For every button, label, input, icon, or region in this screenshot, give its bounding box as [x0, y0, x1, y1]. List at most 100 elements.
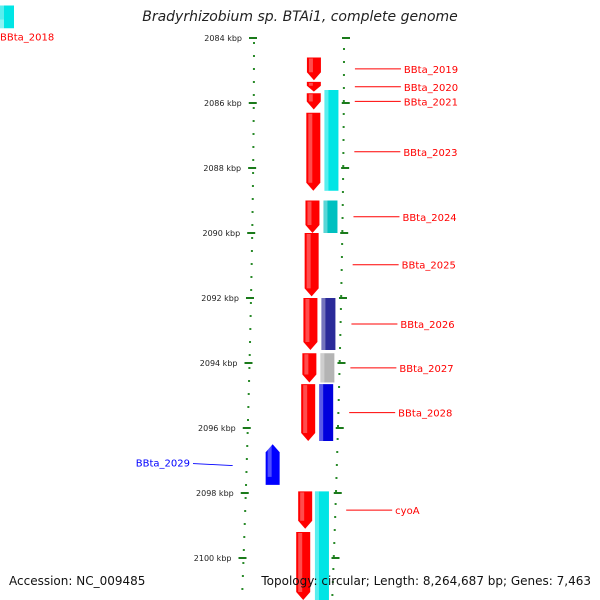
axis-tick-label: 2094 kbp	[200, 359, 238, 368]
cog-highlight	[320, 353, 325, 383]
cog-block	[324, 90, 339, 191]
guide-dot	[342, 87, 345, 89]
cog-block	[320, 353, 335, 383]
guide-dot	[336, 451, 339, 453]
gene-highlight	[305, 299, 310, 342]
gene-label[interactable]: BBta_2024	[402, 213, 456, 224]
gene-arrow	[306, 81, 321, 92]
axis-tick-label: 2086 kbp	[204, 99, 242, 108]
guide-dot	[338, 373, 341, 375]
gene-label[interactable]: BBta_2023	[403, 148, 457, 159]
guide-dot	[337, 399, 340, 401]
guide-dot	[342, 74, 345, 76]
cog-highlight	[324, 90, 329, 191]
guide-dot	[251, 224, 254, 226]
gene-label[interactable]: BBta_2019	[404, 65, 458, 76]
guide-dot	[244, 510, 247, 512]
gene-arrow	[306, 57, 321, 81]
gene-arrow	[304, 233, 319, 297]
guide-dot	[242, 562, 245, 564]
guide-dot	[332, 555, 335, 557]
guide-dot	[342, 100, 345, 102]
gene-label[interactable]: BBta_2026	[400, 320, 454, 331]
gene-arrow	[302, 353, 317, 383]
guide-dot	[251, 211, 254, 213]
guide-dot	[339, 334, 342, 336]
gene-label[interactable]: BBta_2027	[399, 364, 453, 375]
gene-highlight	[308, 58, 313, 73]
guide-dot	[338, 386, 341, 388]
guide-dot	[252, 42, 255, 44]
guide-dot	[341, 243, 344, 245]
cog-block	[323, 200, 338, 233]
guide-dot	[342, 113, 345, 115]
guide-dot	[246, 445, 249, 447]
guide-dot	[338, 360, 341, 362]
guide-dot	[341, 217, 344, 219]
axis-tick-label: 2100 kbp	[194, 554, 232, 563]
guide-dot	[248, 354, 251, 356]
guide-dot	[252, 81, 255, 83]
guide-dot	[247, 393, 250, 395]
guide-dot	[339, 321, 342, 323]
kbp-axis: 2084 kbp 2086 kbp 2088 kbp 2090 kbp 2092 kbp…	[194, 34, 350, 563]
guide-dot	[247, 419, 250, 421]
gene-highlight	[0, 19, 4, 47]
guide-dot	[250, 289, 253, 291]
guide-dot	[245, 471, 248, 473]
guide-dot	[342, 139, 345, 141]
gene-labels: BBta_2018 BBta_2019 BBta_2020 BBta_2021 BBta…	[0, 32, 458, 517]
gene-arrow	[303, 298, 318, 350]
guide-dot	[252, 68, 255, 70]
guide-dot	[251, 237, 254, 239]
guide-dot	[249, 302, 252, 304]
gene-highlight	[267, 445, 272, 477]
guide-dot	[252, 120, 255, 122]
guide-dot	[252, 94, 255, 96]
guide-dot	[342, 152, 345, 154]
gene-label[interactable]: BBta_2018	[0, 32, 54, 43]
guide-dot	[335, 464, 338, 466]
cog-highlight	[314, 491, 319, 600]
topology-label: Topology: circular; Length: 8,264,687 bp…	[261, 574, 591, 588]
guide-dot	[245, 484, 248, 486]
gene-arrow	[305, 200, 320, 233]
gene-label[interactable]: BBta_2021	[404, 97, 458, 108]
cog-track	[0, 5, 339, 600]
guide-dot	[335, 477, 338, 479]
gene-highlight	[308, 82, 313, 86]
guide-dot	[250, 276, 253, 278]
cog-highlight	[323, 200, 328, 233]
guide-dot	[252, 55, 255, 57]
gene-label[interactable]: BBta_2020	[404, 83, 458, 94]
gene-highlight	[308, 113, 313, 183]
guide-dot	[246, 432, 249, 434]
gene-label[interactable]: BBta_2028	[398, 409, 452, 420]
guide-dot	[340, 295, 343, 297]
cog-highlight	[319, 384, 324, 441]
cog-highlight	[321, 298, 326, 350]
cog-block	[0, 5, 14, 29]
guide-dot	[241, 575, 244, 577]
guide-dot	[252, 146, 255, 148]
axis-tick-label: 2084 kbp	[204, 34, 242, 43]
gene-highlight	[300, 492, 305, 521]
page-title: Bradyrhizobium sp. BTAi1, complete genom…	[142, 9, 458, 25]
gene-arrow	[306, 93, 321, 110]
guide-dot	[252, 107, 255, 109]
gene-highlight	[298, 533, 303, 592]
guide-dot	[339, 308, 342, 310]
guide-dot	[250, 250, 253, 252]
cog-highlight	[0, 5, 4, 29]
guide-dot	[337, 425, 340, 427]
gene-label[interactable]: BBta_2029	[136, 459, 190, 470]
guide-dot	[334, 516, 337, 518]
gene-label[interactable]: BBta_2025	[402, 261, 456, 272]
guide-dot	[339, 347, 342, 349]
gene-label[interactable]: cyoA	[395, 506, 420, 517]
guide-dot	[334, 503, 337, 505]
guide-dot	[342, 61, 345, 63]
guide-dot	[250, 263, 253, 265]
guide-dot	[252, 159, 255, 161]
axis-tick-label: 2098 kbp	[196, 489, 234, 498]
